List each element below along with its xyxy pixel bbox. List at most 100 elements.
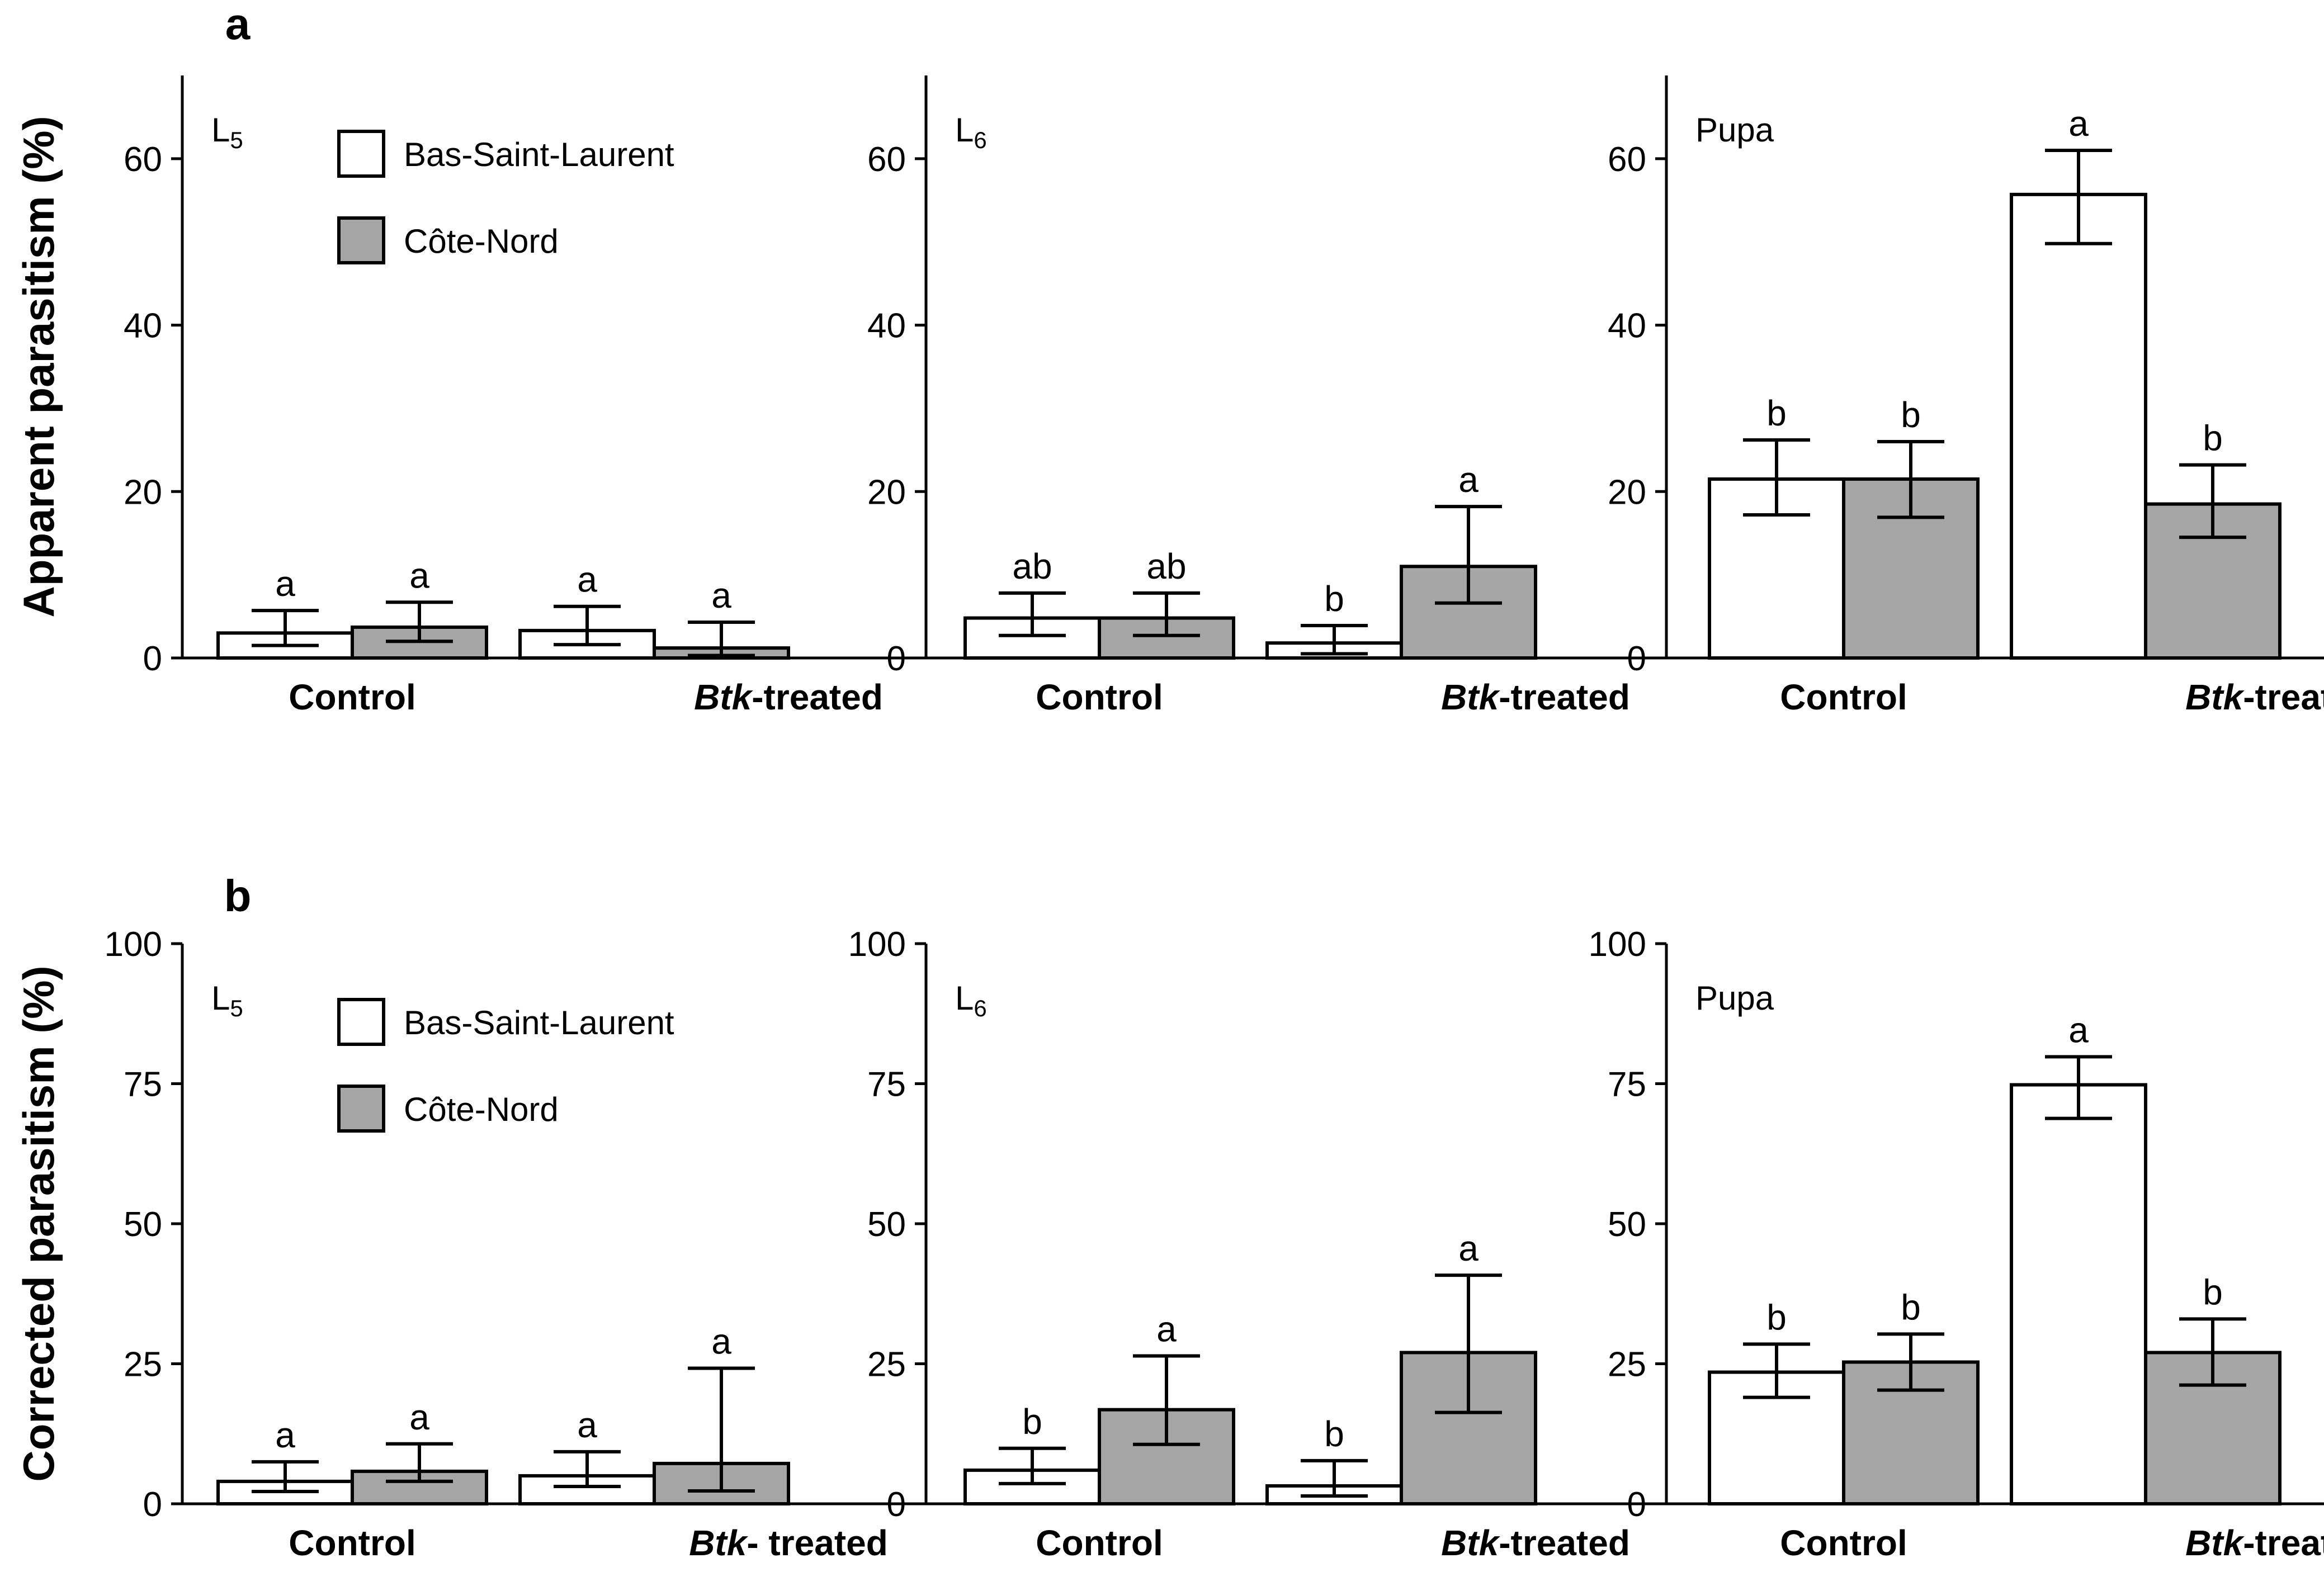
category-label: Control: [289, 677, 416, 717]
significance-letter: b: [2203, 418, 2223, 458]
category-label: Btk-treated: [2185, 677, 2324, 717]
error-bar: [999, 1446, 1066, 1485]
significance-letter: a: [275, 1415, 295, 1455]
significance-letter: a: [2068, 103, 2089, 144]
y-tick-label: 25: [867, 1346, 906, 1384]
y-tick-label: 40: [124, 307, 162, 345]
error-bar: [2045, 148, 2112, 245]
category-label-italic: Btk: [694, 677, 754, 717]
stage-label-sub: 6: [974, 995, 986, 1021]
panel-b-3: 0 25 50 75 100 Pupa b b a b Control Btk-treated: [1589, 925, 2324, 1563]
category-label: Control: [1780, 677, 1907, 717]
error-bar: [1133, 1354, 1200, 1446]
significance-letter: ab: [1146, 546, 1186, 586]
category-label-italic: Btk: [1441, 677, 1501, 717]
error-bar: [2179, 463, 2246, 539]
y-tick-label: 75: [867, 1066, 906, 1104]
panel-letter: b: [224, 871, 252, 921]
legend-swatch-cote-nord: [337, 216, 385, 264]
error-bar: [1435, 1273, 1502, 1414]
y-tick-label: 0: [887, 640, 906, 678]
error-bar: [1877, 1332, 1944, 1392]
y-tick-label: 75: [124, 1066, 162, 1104]
category-label: Btk-treated: [1441, 1523, 1630, 1563]
error-bar: [2179, 1317, 2246, 1387]
panel-a-3: 0 20 40 60 Pupa b b a b Control Btk-treated: [1608, 75, 2324, 717]
error-bar: [688, 620, 755, 657]
significance-letter: a: [577, 560, 597, 600]
y-tick-label: 20: [1608, 473, 1646, 512]
y-tick-label: 0: [143, 1485, 162, 1524]
stage-label-sub: 6: [974, 127, 986, 153]
significance-letter: a: [1458, 1228, 1479, 1268]
significance-letter: b: [1901, 1287, 1921, 1327]
legend-label-bas-saint-laurent: Bas-Saint-Laurent: [404, 1004, 674, 1041]
significance-letter: b: [1324, 579, 1344, 619]
category-label: Btk-treated: [694, 677, 883, 717]
bar-bas-saint-laurent: [2010, 192, 2147, 660]
stage-label: L5: [211, 111, 243, 153]
category-label-rest: -treated: [1499, 1523, 1630, 1563]
legend-swatch-bas-saint-laurent: [337, 998, 385, 1046]
error-bar: [554, 1450, 621, 1488]
y-tick-label: 25: [1608, 1346, 1646, 1384]
error-bar: [1435, 505, 1502, 605]
category-label-rest: -treated: [752, 677, 883, 717]
legend-swatch-cote-nord: [337, 1085, 385, 1133]
y-tick-label: 50: [124, 1205, 162, 1244]
y-tick-label: 100: [1589, 925, 1646, 964]
error-bar: [2045, 1055, 2112, 1120]
y-tick-label: 0: [1627, 1485, 1646, 1524]
significance-letter: a: [711, 575, 731, 615]
category-label-italic: Btk: [2185, 677, 2245, 717]
panel-b-2: 0 25 50 75 100 L6 b a b a Control Btk-treated: [848, 925, 1703, 1563]
stage-label: Pupa: [1695, 111, 1774, 149]
legend: Bas-Saint-Laurent Côte-Nord: [337, 130, 674, 264]
bar-bas-saint-laurent: [1708, 1370, 1845, 1506]
error-bar: [252, 609, 319, 647]
y-tick-label: 0: [887, 1485, 906, 1524]
panel-letter: a: [225, 0, 251, 49]
stage-label: L6: [955, 111, 987, 153]
stage-label: Pupa: [1695, 979, 1774, 1017]
stage-label-main: Pupa: [1695, 111, 1774, 149]
error-bar: [386, 1442, 453, 1483]
error-bar: [1133, 591, 1200, 637]
error-bar: [1743, 438, 1810, 517]
error-bar: [1301, 623, 1368, 656]
legend-label-cote-nord: Côte-Nord: [404, 222, 559, 260]
category-label: Control: [1036, 677, 1163, 717]
error-bar: [688, 1366, 755, 1493]
stage-label-main: L: [955, 111, 974, 149]
significance-letter: a: [409, 555, 429, 595]
legend-swatch-bas-saint-laurent: [337, 130, 385, 178]
significance-letter: b: [1766, 393, 1787, 433]
error-bar: [252, 1460, 319, 1493]
stage-label-main: L: [955, 979, 974, 1017]
category-label-italic: Btk: [2185, 1523, 2245, 1563]
category-label: Btk-treated: [1441, 677, 1630, 717]
legend-label-cote-nord: Côte-Nord: [404, 1091, 559, 1128]
stage-label-main: L: [211, 111, 230, 149]
significance-letter: a: [1458, 460, 1479, 500]
y-tick-label: 75: [1608, 1066, 1646, 1104]
y-tick-label: 20: [867, 473, 906, 512]
y-tick-label: 60: [867, 140, 906, 179]
significance-letter: ab: [1012, 546, 1052, 586]
y-tick-label: 60: [124, 140, 162, 179]
category-label: Control: [289, 1523, 416, 1563]
significance-letter: b: [1901, 395, 1921, 435]
significance-letter: a: [1156, 1309, 1177, 1349]
category-label-rest: -treated: [2243, 1523, 2324, 1563]
y-axis-label: Corrected parasitism (%): [14, 965, 63, 1481]
y-tick-label: 50: [1608, 1205, 1646, 1244]
error-bar: [999, 591, 1066, 637]
stage-label-main: Pupa: [1695, 979, 1774, 1017]
y-tick-label: 25: [124, 1346, 162, 1384]
error-bar: [386, 600, 453, 643]
legend: Bas-Saint-Laurent Côte-Nord: [337, 998, 674, 1133]
panel-a-1: 0 20 40 60 L5 a a a a Control Btk-treated Bas-Saint…: [124, 75, 956, 717]
